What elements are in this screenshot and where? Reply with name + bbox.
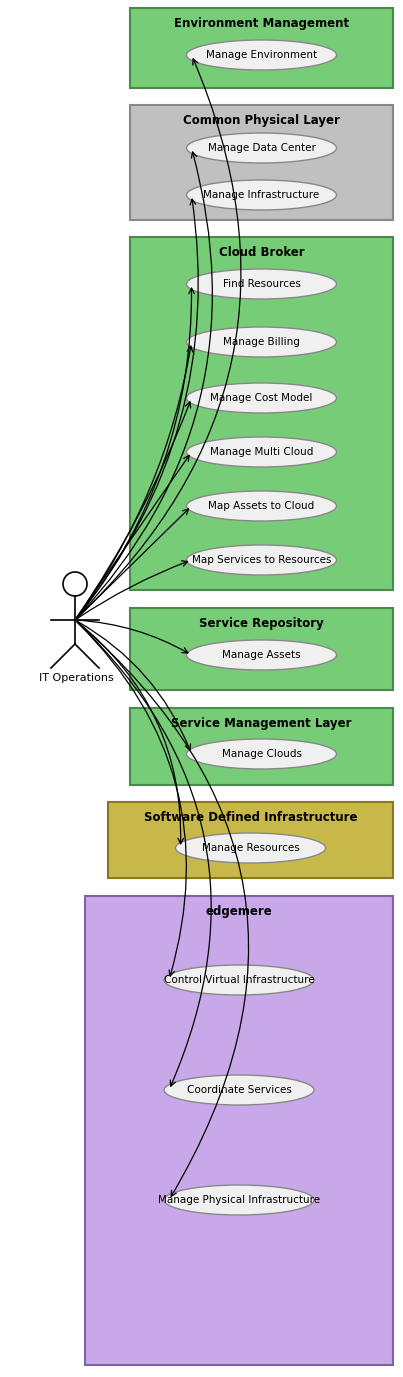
Text: Environment Management: Environment Management [174, 17, 349, 30]
Text: edgemere: edgemere [206, 905, 272, 918]
Ellipse shape [187, 40, 337, 70]
Text: Service Management Layer: Service Management Layer [171, 717, 352, 730]
Text: Manage Physical Infrastructure: Manage Physical Infrastructure [158, 1195, 320, 1205]
Ellipse shape [187, 326, 337, 357]
Text: Manage Clouds: Manage Clouds [222, 749, 301, 759]
Ellipse shape [187, 134, 337, 162]
Text: Manage Infrastructure: Manage Infrastructure [204, 190, 320, 200]
Text: IT Operations: IT Operations [39, 673, 114, 683]
Text: Common Physical Layer: Common Physical Layer [183, 114, 340, 127]
Text: Manage Assets: Manage Assets [222, 650, 301, 660]
FancyBboxPatch shape [130, 609, 393, 690]
Text: Manage Data Center: Manage Data Center [208, 143, 316, 153]
Ellipse shape [187, 492, 337, 521]
Text: Control Virtual Infrastructure: Control Virtual Infrastructure [164, 975, 314, 985]
Text: Map Services to Resources: Map Services to Resources [192, 555, 331, 565]
Text: Manage Environment: Manage Environment [206, 50, 317, 61]
Ellipse shape [187, 739, 337, 768]
Text: Manage Resources: Manage Resources [202, 843, 299, 852]
Text: Manage Multi Cloud: Manage Multi Cloud [210, 448, 313, 457]
FancyBboxPatch shape [108, 801, 393, 879]
FancyBboxPatch shape [85, 896, 393, 1365]
Text: Service Repository: Service Repository [199, 617, 324, 631]
Ellipse shape [187, 383, 337, 413]
Text: Manage Billing: Manage Billing [223, 337, 300, 347]
Text: Software Defined Infrastructure: Software Defined Infrastructure [144, 811, 357, 823]
Text: Find Resources: Find Resources [222, 280, 301, 289]
Text: Coordinate Services: Coordinate Services [187, 1085, 291, 1095]
Ellipse shape [187, 640, 337, 671]
Ellipse shape [187, 437, 337, 467]
Ellipse shape [164, 965, 314, 996]
Circle shape [63, 571, 87, 596]
Ellipse shape [164, 1186, 314, 1215]
Ellipse shape [187, 180, 337, 211]
FancyBboxPatch shape [130, 105, 393, 220]
Ellipse shape [175, 833, 326, 863]
FancyBboxPatch shape [130, 237, 393, 589]
FancyBboxPatch shape [130, 8, 393, 88]
Ellipse shape [187, 269, 337, 299]
Ellipse shape [164, 1075, 314, 1104]
Text: Map Assets to Cloud: Map Assets to Cloud [208, 501, 315, 511]
Text: Manage Cost Model: Manage Cost Model [210, 392, 313, 403]
Ellipse shape [187, 545, 337, 576]
FancyBboxPatch shape [130, 708, 393, 785]
Text: Cloud Broker: Cloud Broker [219, 246, 304, 259]
